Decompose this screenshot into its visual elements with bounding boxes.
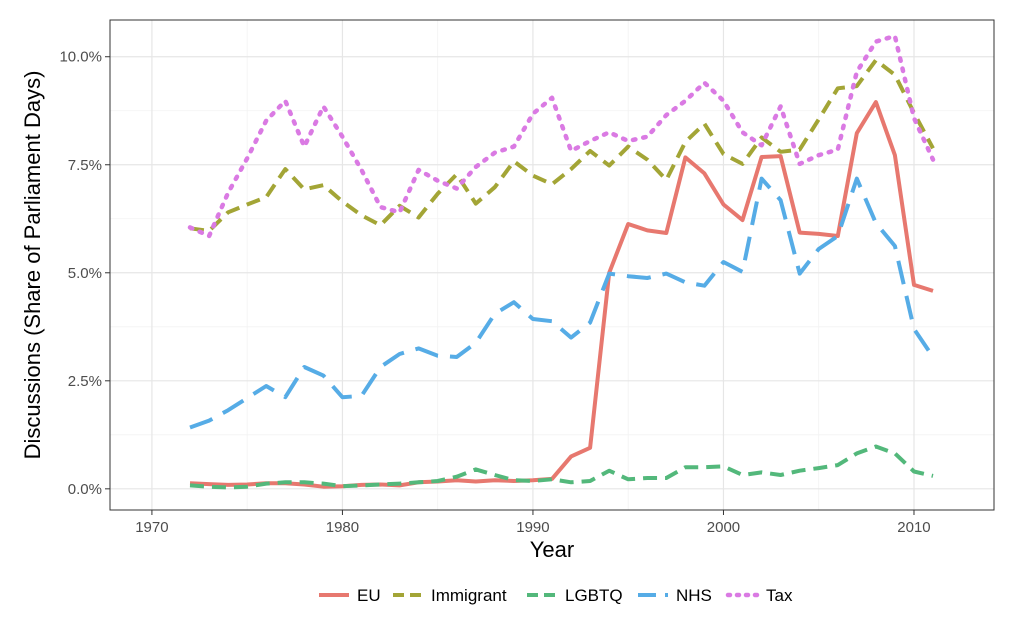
series-line-lgbtq: [189, 444, 934, 490]
legend: EU Immigrant LGBTQ NHS Tax: [319, 586, 793, 605]
x-tick-label: 1990: [516, 519, 549, 536]
series-line-tax: [187, 33, 936, 239]
legend-label-lgbtq: LGBTQ: [565, 586, 623, 605]
y-tick-label: 7.5%: [68, 157, 102, 174]
y-axis: 0.0% 2.5% 5.0% 7.5% 10.0%: [59, 49, 110, 498]
series-line-nhs: [189, 176, 935, 430]
x-tick-label: 2010: [897, 519, 930, 536]
x-axis-title: Year: [530, 537, 574, 562]
x-tick-label: 1970: [135, 519, 168, 536]
x-tick-label: 1980: [326, 519, 359, 536]
legend-label-immigrant: Immigrant: [431, 586, 507, 605]
x-tick-label: 2000: [707, 519, 740, 536]
series-lines: [187, 33, 936, 490]
y-axis-title: Discussions (Share of Parliament Days): [20, 71, 45, 460]
y-tick-label: 2.5%: [68, 373, 102, 390]
y-tick-label: 0.0%: [68, 481, 102, 498]
legend-label-nhs: NHS: [676, 586, 712, 605]
y-tick-label: 10.0%: [59, 49, 102, 66]
series-line-eu: [189, 100, 934, 489]
plot-panel: [109, 19, 995, 511]
plot-border: [109, 19, 995, 511]
legend-label-eu: EU: [357, 586, 381, 605]
series-line-immigrant: [189, 58, 935, 233]
legend-label-tax: Tax: [766, 586, 793, 605]
minor-gridlines: [110, 20, 994, 510]
x-axis: 1970 1980 1990 2000 2010: [135, 510, 931, 536]
y-tick-label: 5.0%: [68, 265, 102, 282]
